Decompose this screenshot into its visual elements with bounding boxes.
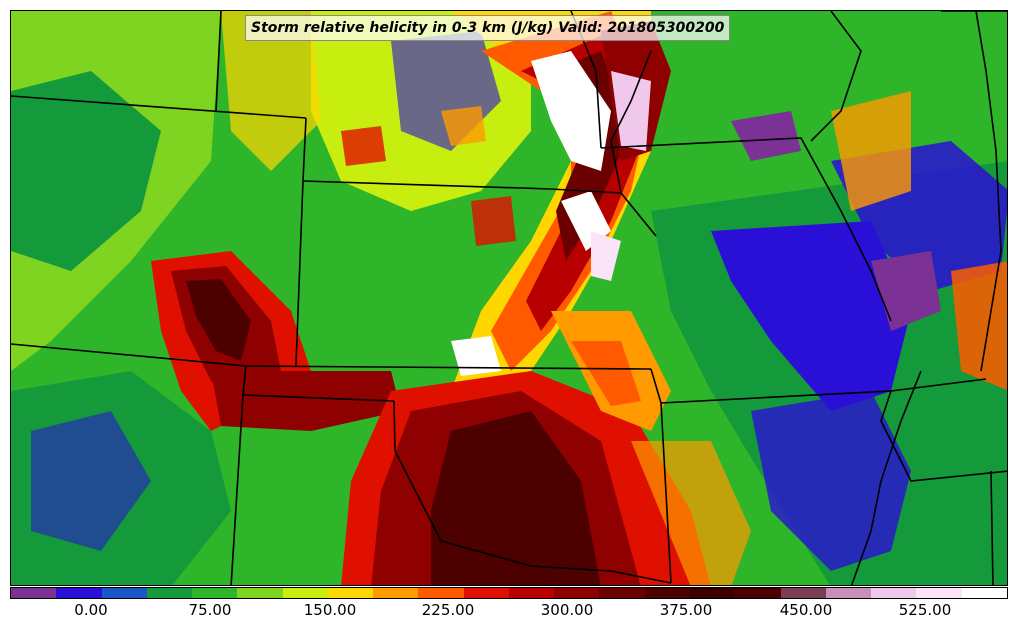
- helicity-field-map: [11, 11, 1007, 585]
- colorbar-tick-label: 75.00: [188, 601, 232, 619]
- colorbar-tick-label: 0.00: [74, 601, 108, 619]
- colorbar-segment: [11, 588, 57, 598]
- colorbar-tick-label: 300.00: [540, 601, 594, 619]
- colorbar-segment: [508, 588, 555, 598]
- colorbar-tick-label: 225.00: [421, 601, 475, 619]
- colorbar-segment: [146, 588, 193, 598]
- colorbar-tick-label: 375.00: [659, 601, 713, 619]
- colorbar-segment: [373, 588, 419, 598]
- map-panel: [10, 10, 1008, 586]
- colorbar-segment: [780, 588, 826, 598]
- colorbar-segment: [418, 588, 464, 598]
- colorbar-segment: [689, 588, 736, 598]
- helicity-shading: [11, 11, 1007, 585]
- colorbar-segment: [554, 588, 600, 598]
- colorbar-tick-label: 450.00: [779, 601, 833, 619]
- colorbar-segment: [463, 588, 509, 598]
- colorbar-segment: [961, 588, 1007, 598]
- colorbar-segment: [101, 588, 147, 598]
- colorbar-segment: [192, 588, 238, 598]
- colorbar-segment: [644, 588, 690, 598]
- colorbar: [10, 587, 1008, 599]
- colorbar-segment: [871, 588, 917, 598]
- colorbar-segment: [916, 588, 962, 598]
- colorbar-segment: [599, 588, 645, 598]
- colorbar-segment: [735, 588, 781, 598]
- colorbar-segment: [282, 588, 328, 598]
- colorbar-tick-label: 525.00: [898, 601, 952, 619]
- colorbar-segment: [237, 588, 283, 598]
- colorbar-tick-label: 150.00: [303, 601, 357, 619]
- colorbar-segment: [327, 588, 374, 598]
- colorbar-segment: [825, 588, 872, 598]
- map-title: Storm relative helicity in 0-3 km (J/kg)…: [245, 15, 731, 41]
- colorbar-segment: [56, 588, 102, 598]
- state-borders: [11, 11, 1007, 585]
